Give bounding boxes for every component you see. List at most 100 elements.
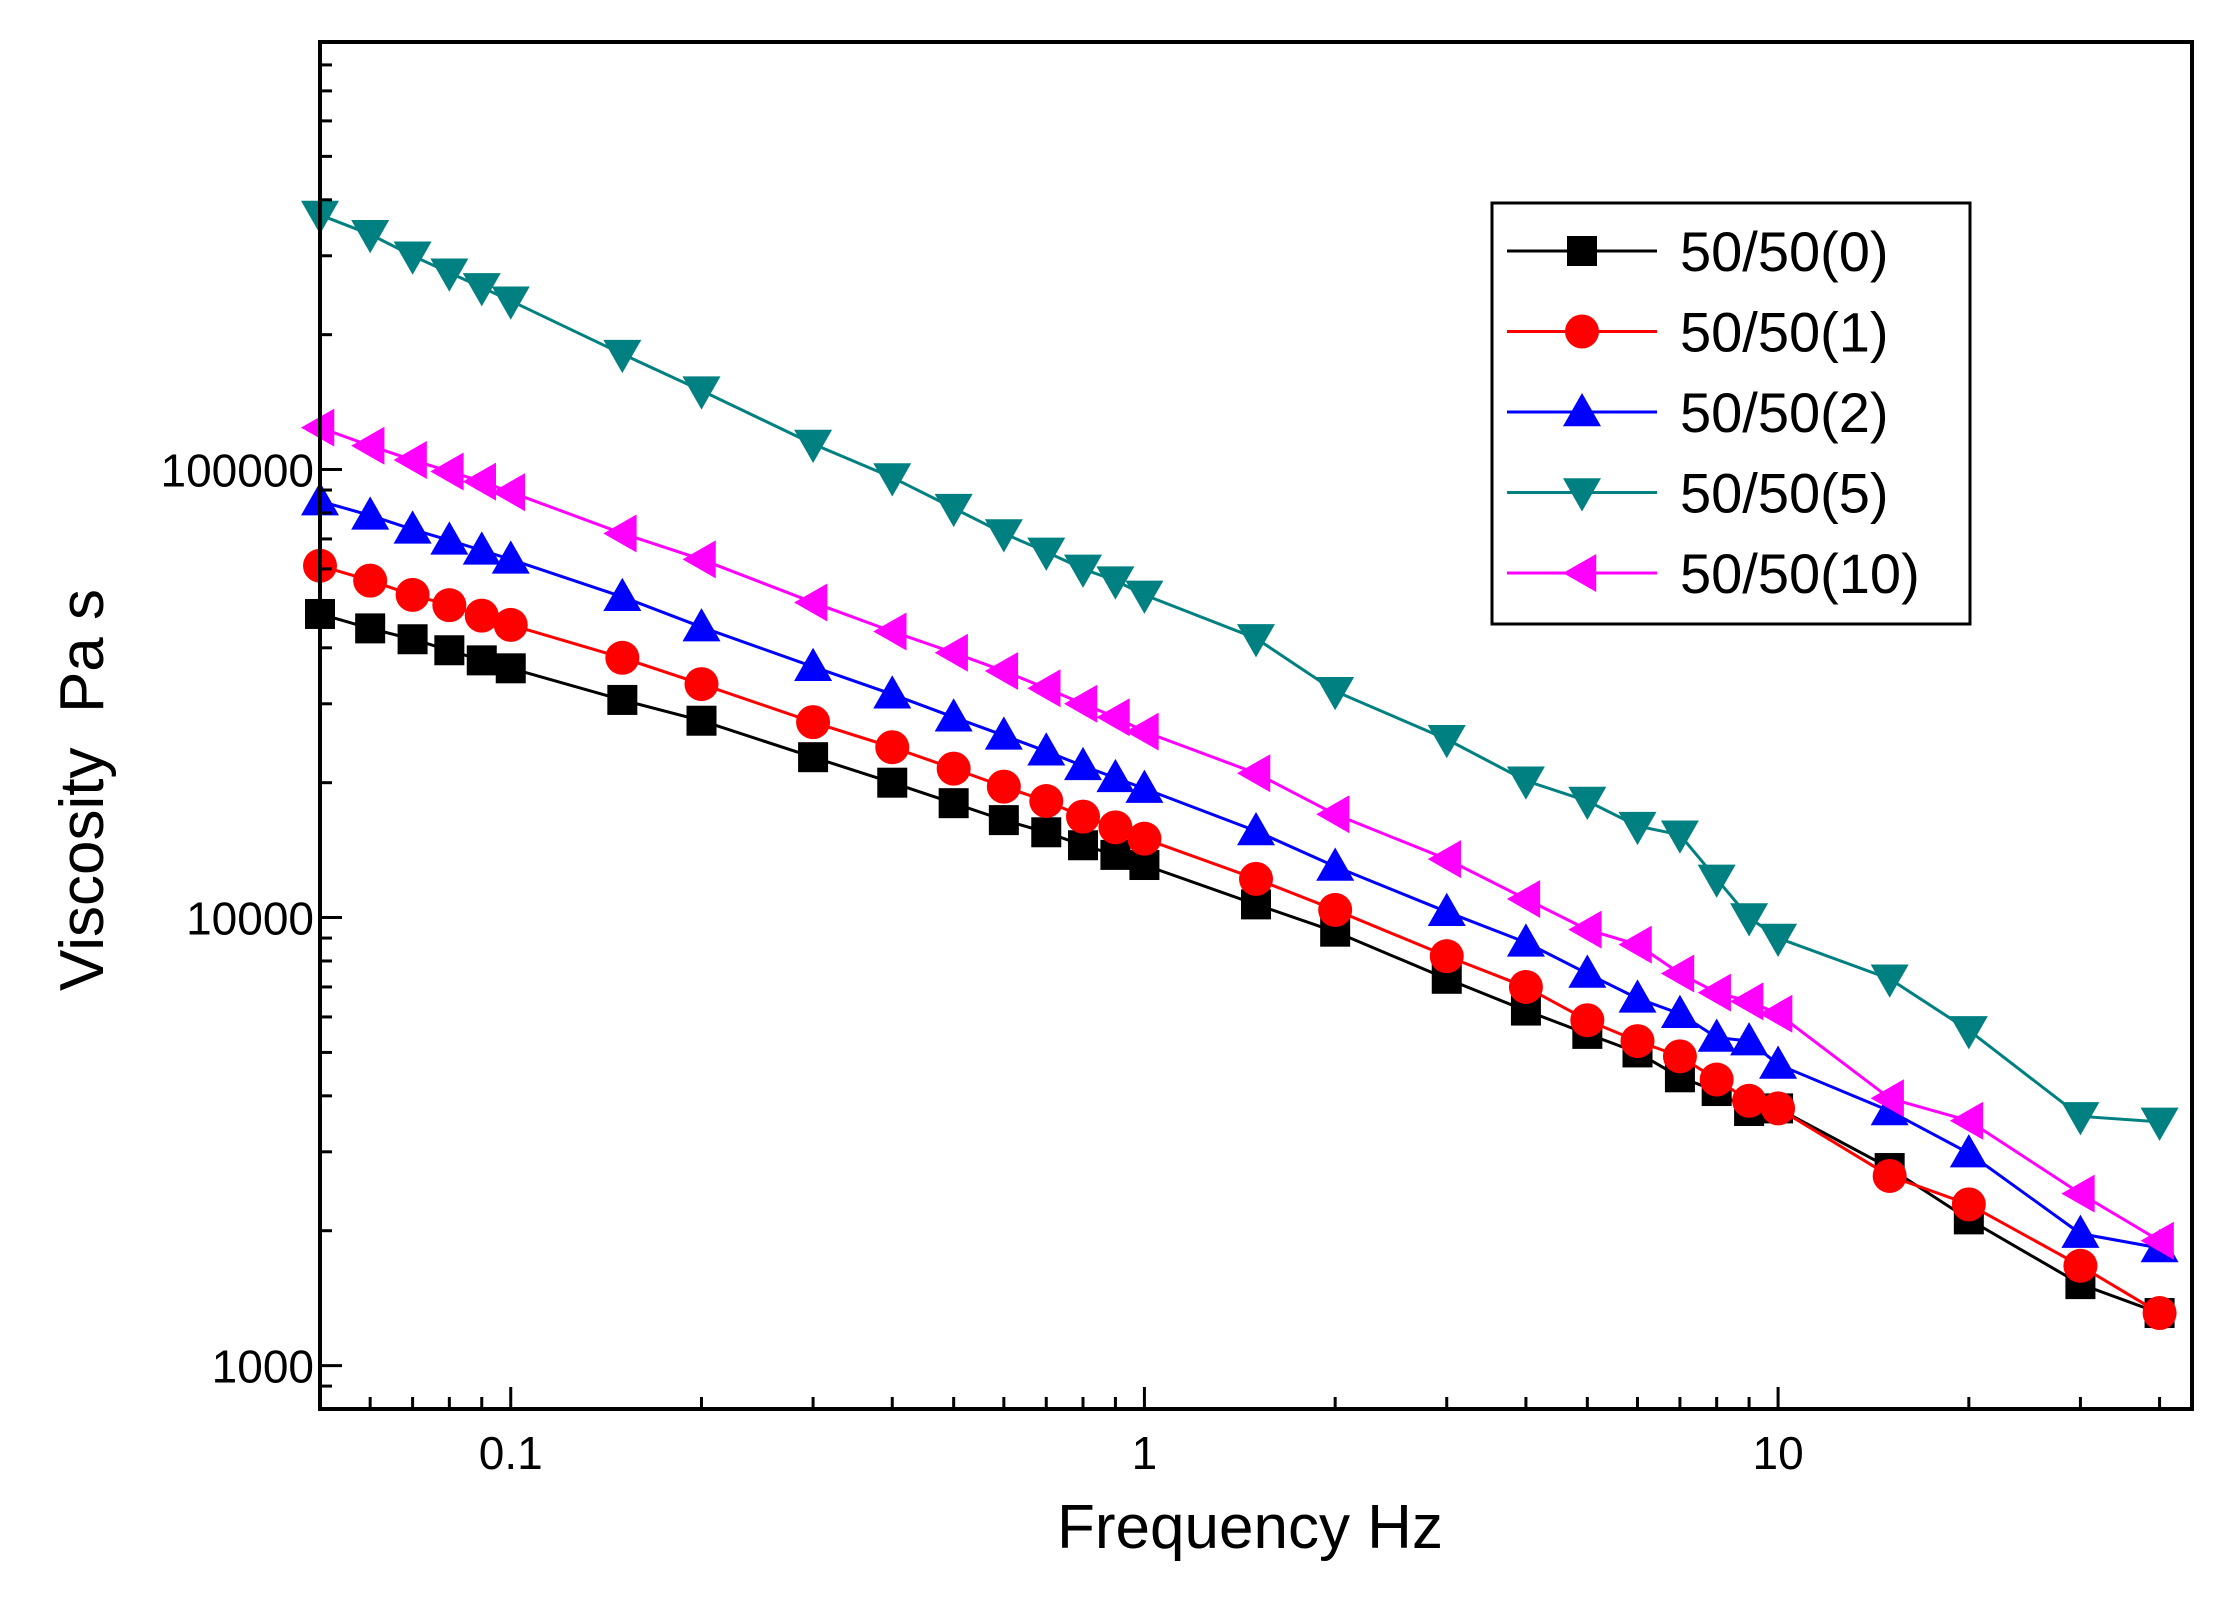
data-point — [1316, 847, 1355, 881]
data-point — [1125, 769, 1164, 803]
data-point — [1029, 784, 1064, 819]
data-point — [1125, 712, 1159, 751]
data-point — [682, 540, 716, 579]
data-point — [1031, 817, 1062, 848]
axes-layer: 1000 10000 100000 0.1 1 10 — [161, 40, 2194, 1479]
data-point — [1870, 964, 1909, 998]
data-point — [1618, 979, 1657, 1013]
legend-marker — [1567, 236, 1597, 266]
data-point — [682, 376, 721, 410]
data-point — [603, 577, 642, 612]
data-point — [1697, 1018, 1736, 1052]
data-point — [936, 751, 971, 786]
data-point — [466, 645, 497, 676]
data-point — [1237, 812, 1275, 846]
y-tick-label: 100000 — [161, 445, 315, 497]
data-point — [1027, 669, 1061, 708]
data-point — [491, 473, 526, 512]
data-point — [684, 667, 719, 702]
legend-marker — [1563, 393, 1601, 427]
data-point — [1620, 1024, 1655, 1059]
data-point — [1027, 732, 1066, 766]
data-point — [1237, 754, 1271, 793]
data-point — [1949, 1016, 1988, 1050]
data-point — [462, 462, 497, 501]
data-point — [1427, 725, 1466, 759]
x-tick-label: 0.1 — [479, 1427, 543, 1479]
data-point — [1759, 994, 1793, 1033]
data-point — [1949, 1134, 1988, 1168]
data-point — [605, 640, 640, 675]
data-point — [1949, 1101, 1984, 1140]
data-point — [351, 426, 385, 465]
data-point — [1127, 821, 1162, 856]
data-point — [2142, 1296, 2177, 1331]
legend-label: 50/50(1) — [1680, 301, 1889, 364]
data-point — [1427, 840, 1462, 879]
data-point — [607, 684, 638, 715]
data-point — [464, 598, 499, 633]
legend-item: 50/50(5) — [1507, 462, 1889, 525]
plot-frame — [318, 40, 2194, 1411]
legend-item: 50/50(0) — [1507, 220, 1889, 283]
data-point — [873, 612, 907, 651]
data-point — [462, 531, 501, 565]
data-point — [1506, 766, 1545, 800]
data-point — [1730, 1022, 1769, 1056]
data-point — [1064, 554, 1103, 588]
series-50/50(5) — [301, 200, 2179, 1141]
data-point — [873, 463, 912, 497]
data-point — [2140, 1107, 2179, 1141]
data-point — [1870, 1079, 1904, 1118]
data-point — [682, 608, 721, 642]
data-point — [1096, 566, 1135, 600]
data-point — [873, 675, 912, 709]
y-tick-label: 10000 — [186, 893, 314, 945]
data-point — [2140, 1221, 2174, 1260]
data-point — [1125, 580, 1164, 614]
data-point — [2063, 1248, 2098, 1283]
series-50/50(1) — [303, 548, 2177, 1331]
data-point — [495, 653, 526, 684]
data-point — [1066, 799, 1101, 834]
series-50/50(2) — [301, 482, 2179, 1263]
legend-marker — [1565, 314, 1599, 349]
data-point — [393, 510, 432, 544]
data-point — [432, 588, 467, 623]
data-point — [1759, 1045, 1798, 1079]
data-point — [393, 441, 427, 480]
data-point — [603, 514, 637, 553]
x-axis-label: Frequency Hz — [1057, 1493, 1443, 1562]
data-point — [434, 635, 465, 666]
data-point — [2061, 1102, 2100, 1136]
series-layer — [301, 200, 2179, 1331]
data-point — [1730, 903, 1769, 937]
x-tick-label: 1 — [1132, 1427, 1158, 1479]
data-point — [355, 613, 386, 644]
legend-item: 50/50(2) — [1507, 381, 1889, 444]
data-point — [1096, 758, 1135, 793]
legend-marker — [1563, 478, 1601, 512]
legend-label: 50/50(5) — [1680, 462, 1889, 525]
legend-marker — [1563, 554, 1597, 592]
data-point — [430, 258, 469, 292]
data-point — [493, 607, 528, 642]
data-point — [353, 563, 388, 598]
x-tick-label: 10 — [1752, 1427, 1803, 1479]
legend-label: 50/50(0) — [1680, 220, 1889, 283]
data-point — [984, 716, 1023, 750]
data-point — [1508, 969, 1543, 1004]
data-point — [938, 788, 969, 819]
data-point — [794, 429, 833, 464]
data-point — [1237, 624, 1275, 658]
data-point — [1064, 684, 1098, 723]
data-point — [984, 519, 1023, 553]
data-point — [1239, 861, 1273, 896]
data-point — [1096, 698, 1130, 737]
data-point — [934, 493, 973, 528]
data-point — [351, 496, 390, 530]
series-50/50(10) — [301, 408, 2174, 1260]
data-point — [794, 583, 828, 622]
data-point — [1064, 746, 1103, 781]
data-point — [1027, 537, 1066, 571]
